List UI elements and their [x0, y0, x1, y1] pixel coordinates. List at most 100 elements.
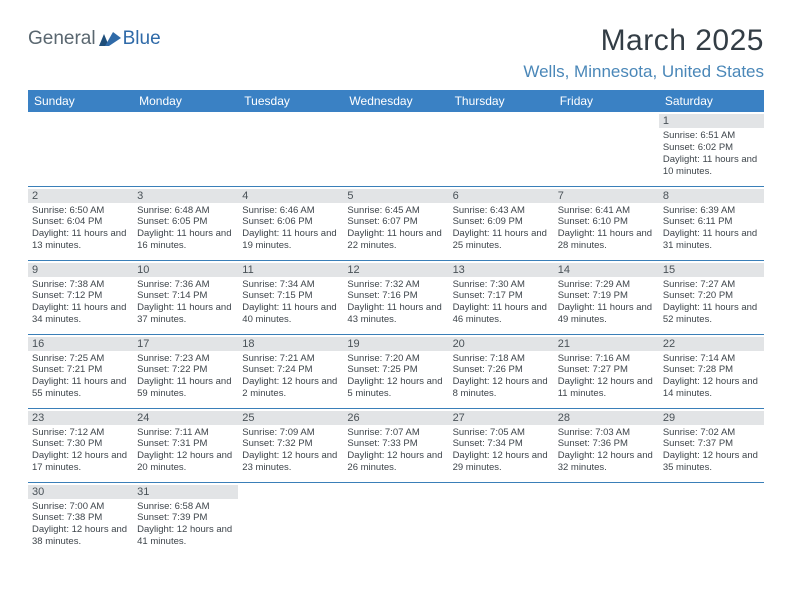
sunset-text: Sunset: 6:05 PM: [137, 216, 234, 228]
day-number: 17: [133, 337, 238, 351]
calendar-day-cell: 18 Sunrise: 7:21 AMSunset: 7:24 PMDayligh…: [238, 334, 343, 408]
calendar-empty-cell: [554, 482, 659, 556]
day-info: Sunrise: 7:07 AMSunset: 7:33 PMDaylight:…: [347, 427, 444, 475]
weekday-header: Monday: [133, 90, 238, 112]
daylight-text: Daylight: 12 hours and 5 minutes.: [347, 376, 444, 400]
day-info: Sunrise: 7:34 AMSunset: 7:15 PMDaylight:…: [242, 279, 339, 327]
day-info: Sunrise: 6:46 AMSunset: 6:06 PMDaylight:…: [242, 205, 339, 253]
sunset-text: Sunset: 7:16 PM: [347, 290, 444, 302]
day-info: Sunrise: 7:38 AMSunset: 7:12 PMDaylight:…: [32, 279, 129, 327]
calendar-day-cell: 31 Sunrise: 6:58 AMSunset: 7:39 PMDayligh…: [133, 482, 238, 556]
day-info: Sunrise: 7:20 AMSunset: 7:25 PMDaylight:…: [347, 353, 444, 401]
daylight-text: Daylight: 11 hours and 40 minutes.: [242, 302, 339, 326]
calendar-empty-cell: [133, 112, 238, 186]
calendar-day-cell: 30Sunrise: 7:00 AMSunset: 7:38 PMDayligh…: [28, 482, 133, 556]
day-number: 2: [28, 189, 133, 203]
day-number: 15: [659, 263, 764, 277]
calendar-week-row: 2Sunrise: 6:50 AMSunset: 6:04 PMDaylight…: [28, 186, 764, 260]
sunset-text: Sunset: 7:27 PM: [558, 364, 655, 376]
daylight-text: Daylight: 11 hours and 37 minutes.: [137, 302, 234, 326]
calendar-day-cell: 21Sunrise: 7:16 AMSunset: 7:27 PMDayligh…: [554, 334, 659, 408]
day-info: Sunrise: 7:03 AMSunset: 7:36 PMDaylight:…: [558, 427, 655, 475]
calendar-day-cell: 29Sunrise: 7:02 AMSunset: 7:37 PMDayligh…: [659, 408, 764, 482]
sunrise-text: Sunrise: 6:48 AM: [137, 205, 234, 217]
sunrise-text: Sunrise: 7:25 AM: [32, 353, 129, 365]
calendar-day-cell: 19Sunrise: 7:20 AMSunset: 7:25 PMDayligh…: [343, 334, 448, 408]
day-info: Sunrise: 6:45 AMSunset: 6:07 PMDaylight:…: [347, 205, 444, 253]
calendar-empty-cell: [343, 112, 448, 186]
sunrise-text: Sunrise: 7:29 AM: [558, 279, 655, 291]
calendar-day-cell: 26 Sunrise: 7:07 AMSunset: 7:33 PMDayligh…: [343, 408, 448, 482]
day-info: Sunrise: 7:14 AMSunset: 7:28 PMDaylight:…: [663, 353, 760, 401]
calendar-header-row: SundayMondayTuesdayWednesdayThursdayFrid…: [28, 90, 764, 112]
daylight-text: Daylight: 11 hours and 10 minutes.: [663, 154, 760, 178]
sunset-text: Sunset: 7:12 PM: [32, 290, 129, 302]
day-info: Sunrise: 7:16 AMSunset: 7:27 PMDaylight:…: [558, 353, 655, 401]
sunrise-text: Sunrise: 6:41 AM: [558, 205, 655, 217]
calendar-empty-cell: [554, 112, 659, 186]
sunset-text: Sunset: 7:24 PM: [242, 364, 339, 376]
day-info: Sunrise: 7:25 AMSunset: 7:21 PMDaylight:…: [32, 353, 129, 401]
daylight-text: Daylight: 12 hours and 2 minutes.: [242, 376, 339, 400]
title-block: March 2025 Wells, Minnesota, United Stat…: [523, 24, 764, 82]
day-info: Sunrise: 7:21 AMSunset: 7:24 PMDaylight:…: [242, 353, 339, 401]
day-number: 27: [449, 411, 554, 425]
sunrise-text: Sunrise: 7:14 AM: [663, 353, 760, 365]
sunset-text: Sunset: 7:22 PM: [137, 364, 234, 376]
day-info: Sunrise: 6:58 AMSunset: 7:39 PMDaylight:…: [137, 501, 234, 549]
day-number: 31: [133, 485, 238, 499]
calendar-week-row: 16Sunrise: 7:25 AMSunset: 7:21 PMDayligh…: [28, 334, 764, 408]
sunset-text: Sunset: 7:17 PM: [453, 290, 550, 302]
day-info: Sunrise: 6:41 AMSunset: 6:10 PMDaylight:…: [558, 205, 655, 253]
calendar-empty-cell: [238, 112, 343, 186]
sunset-text: Sunset: 7:30 PM: [32, 438, 129, 450]
day-number: 7: [554, 189, 659, 203]
daylight-text: Daylight: 12 hours and 8 minutes.: [453, 376, 550, 400]
sunrise-text: Sunrise: 6:46 AM: [242, 205, 339, 217]
sunset-text: Sunset: 7:20 PM: [663, 290, 760, 302]
sunrise-text: Sunrise: 7:05 AM: [453, 427, 550, 439]
sunset-text: Sunset: 7:36 PM: [558, 438, 655, 450]
logo-word1: General: [28, 28, 96, 50]
sunset-text: Sunset: 7:38 PM: [32, 512, 129, 524]
day-number: 18: [238, 337, 343, 351]
sunset-text: Sunset: 7:39 PM: [137, 512, 234, 524]
day-number: 26: [343, 411, 448, 425]
sunrise-text: Sunrise: 7:02 AM: [663, 427, 760, 439]
day-info: Sunrise: 7:32 AMSunset: 7:16 PMDaylight:…: [347, 279, 444, 327]
day-info: Sunrise: 7:29 AMSunset: 7:19 PMDaylight:…: [558, 279, 655, 327]
calendar-empty-cell: [343, 482, 448, 556]
calendar-day-cell: 2 Sunrise: 6:50 AMSunset: 6:04 PMDaylight…: [28, 186, 133, 260]
calendar-empty-cell: [238, 482, 343, 556]
daylight-text: Daylight: 11 hours and 55 minutes.: [32, 376, 129, 400]
sunrise-text: Sunrise: 7:20 AM: [347, 353, 444, 365]
sunset-text: Sunset: 6:04 PM: [32, 216, 129, 228]
day-number: 23: [28, 411, 133, 425]
day-number: 14: [554, 263, 659, 277]
calendar-day-cell: 3Sunrise: 6:48 AMSunset: 6:05 PMDaylight…: [133, 186, 238, 260]
sunrise-text: Sunrise: 7:30 AM: [453, 279, 550, 291]
sunset-text: Sunset: 7:33 PM: [347, 438, 444, 450]
calendar-day-cell: 14 Sunrise: 7:29 AMSunset: 7:19 PMDayligh…: [554, 260, 659, 334]
sunrise-text: Sunrise: 7:23 AM: [137, 353, 234, 365]
weekday-header: Sunday: [28, 90, 133, 112]
day-info: Sunrise: 7:02 AMSunset: 7:37 PMDaylight:…: [663, 427, 760, 475]
sunrise-text: Sunrise: 7:12 AM: [32, 427, 129, 439]
sunrise-text: Sunrise: 6:50 AM: [32, 205, 129, 217]
daylight-text: Daylight: 12 hours and 26 minutes.: [347, 450, 444, 474]
daylight-text: Daylight: 12 hours and 17 minutes.: [32, 450, 129, 474]
sunrise-text: Sunrise: 7:27 AM: [663, 279, 760, 291]
daylight-text: Daylight: 11 hours and 59 minutes.: [137, 376, 234, 400]
sunrise-text: Sunrise: 7:38 AM: [32, 279, 129, 291]
calendar-day-cell: 13 Sunrise: 7:30 AMSunset: 7:17 PMDayligh…: [449, 260, 554, 334]
day-info: Sunrise: 7:11 AMSunset: 7:31 PMDaylight:…: [137, 427, 234, 475]
day-info: Sunrise: 7:36 AMSunset: 7:14 PMDaylight:…: [137, 279, 234, 327]
daylight-text: Daylight: 11 hours and 46 minutes.: [453, 302, 550, 326]
page-title: March 2025: [523, 24, 764, 58]
daylight-text: Daylight: 11 hours and 34 minutes.: [32, 302, 129, 326]
weekday-header: Friday: [554, 90, 659, 112]
daylight-text: Daylight: 11 hours and 13 minutes.: [32, 228, 129, 252]
day-number: 13: [449, 263, 554, 277]
daylight-text: Daylight: 11 hours and 22 minutes.: [347, 228, 444, 252]
sunset-text: Sunset: 7:31 PM: [137, 438, 234, 450]
